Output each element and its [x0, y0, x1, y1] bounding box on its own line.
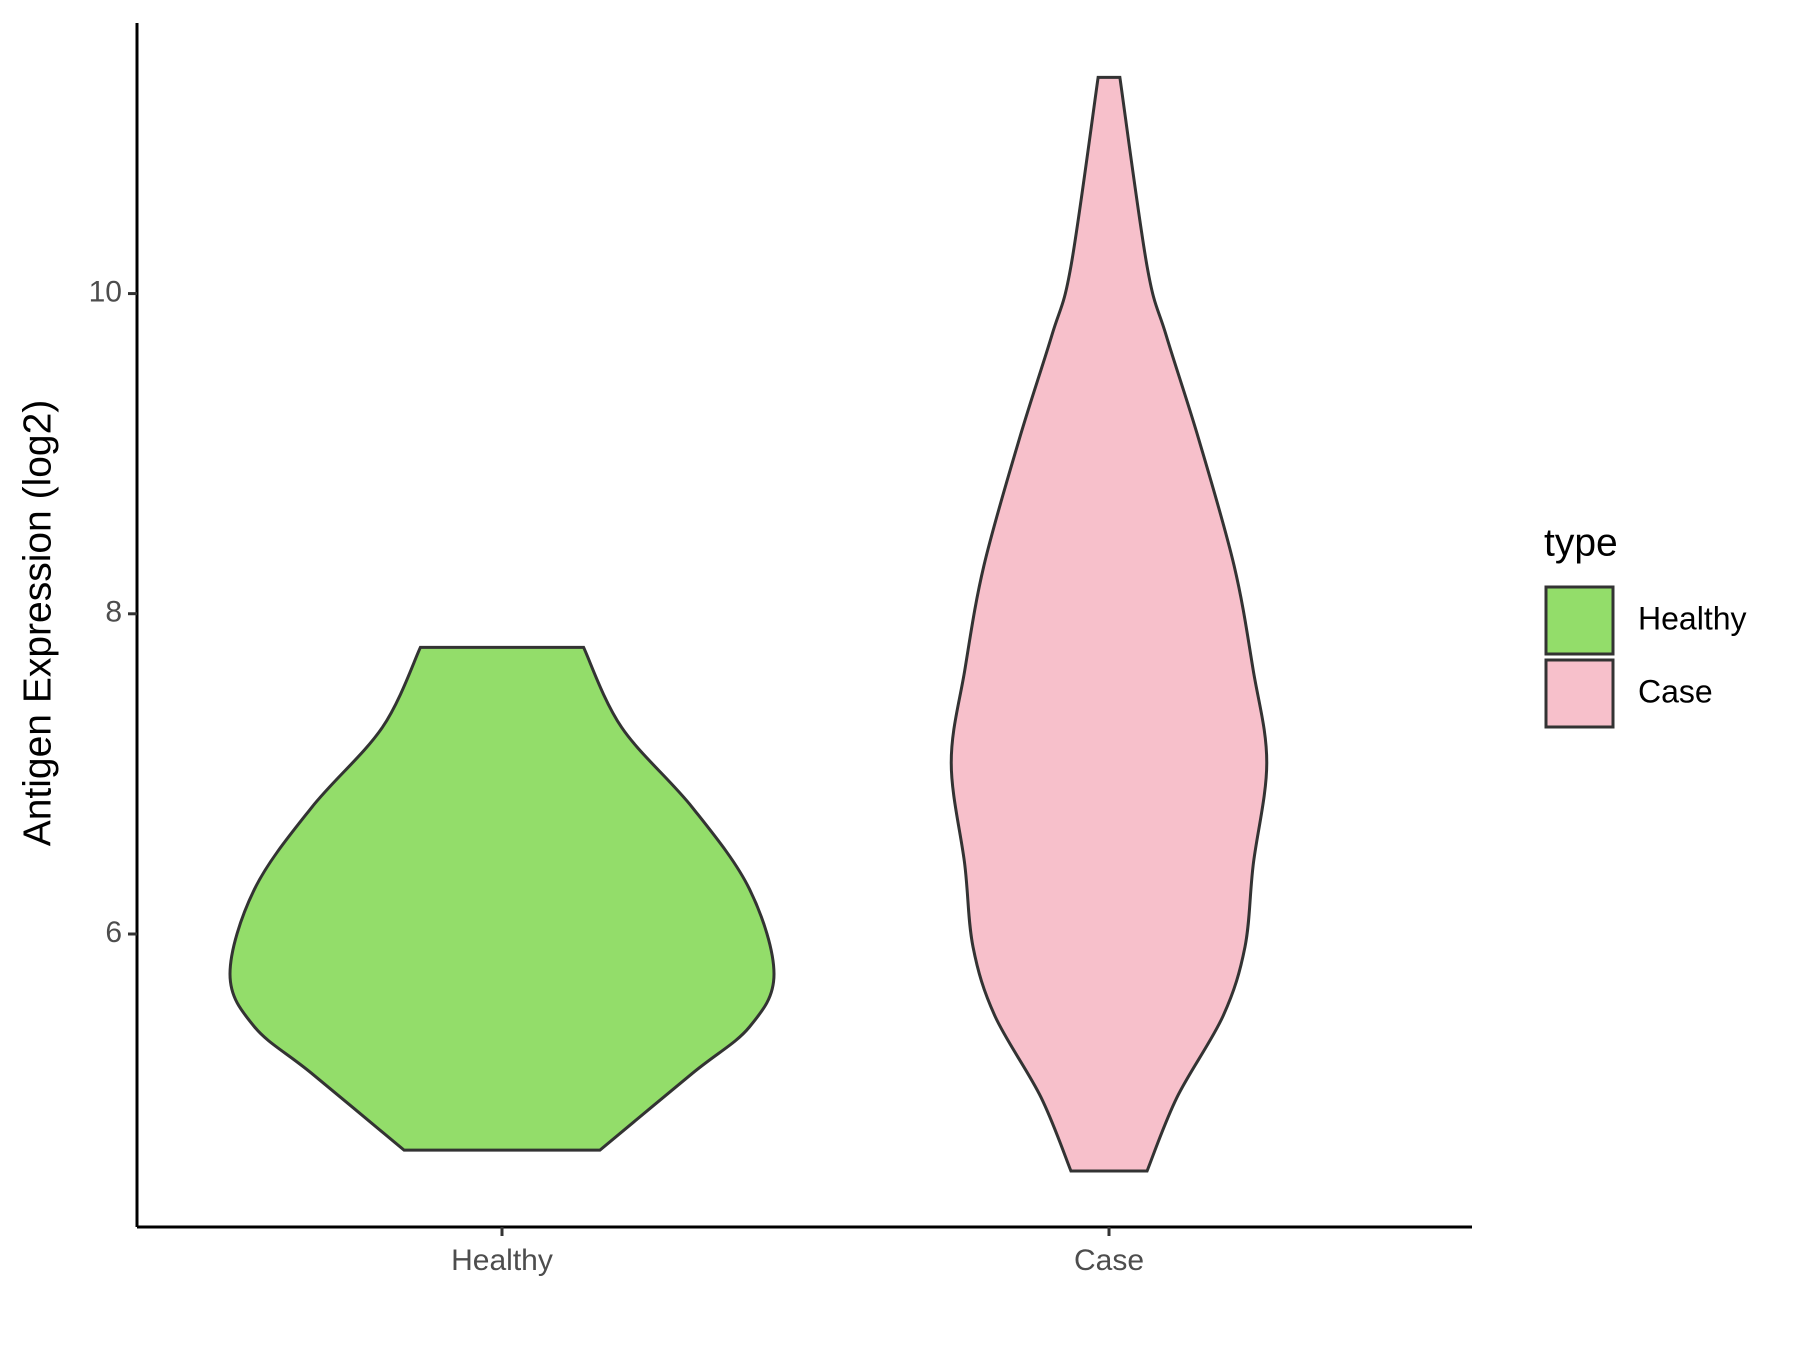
legend-key	[1544, 585, 1615, 656]
legend-key	[1544, 658, 1615, 729]
y-tick-label: 6	[105, 916, 122, 949]
violin	[949, 75, 1269, 1173]
legend-label: Healthy	[1638, 600, 1747, 636]
y-tick-label: 10	[89, 276, 122, 309]
y-tick-label: 8	[105, 596, 122, 629]
violin	[228, 645, 776, 1152]
legend-label: Case	[1638, 673, 1713, 709]
x-tick-label: Case	[1074, 1244, 1144, 1277]
x-tick-label: Healthy	[451, 1244, 553, 1277]
y-axis-title: Antigen Expression (log2)	[16, 400, 59, 847]
legend-title: type	[1544, 521, 1618, 564]
